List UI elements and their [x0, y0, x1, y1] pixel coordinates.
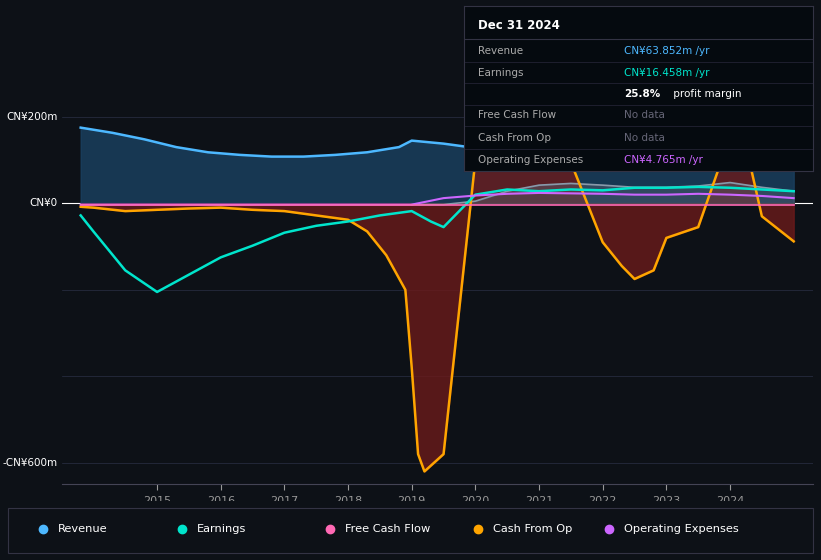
Bar	[8, 508, 813, 553]
Text: CN¥0: CN¥0	[30, 198, 57, 208]
Text: CN¥16.458m /yr: CN¥16.458m /yr	[624, 68, 710, 77]
Text: No data: No data	[624, 133, 665, 143]
Text: Earnings: Earnings	[197, 524, 246, 534]
Text: Earnings: Earnings	[478, 68, 523, 77]
Text: No data: No data	[624, 110, 665, 120]
Text: Operating Expenses: Operating Expenses	[478, 155, 583, 165]
Text: Cash From Op: Cash From Op	[493, 524, 572, 534]
Text: Cash From Op: Cash From Op	[478, 133, 551, 143]
Text: CN¥200m: CN¥200m	[7, 112, 57, 122]
Text: CN¥4.765m /yr: CN¥4.765m /yr	[624, 155, 704, 165]
Text: CN¥63.852m /yr: CN¥63.852m /yr	[624, 46, 710, 56]
Text: Free Cash Flow: Free Cash Flow	[478, 110, 556, 120]
Text: Revenue: Revenue	[478, 46, 523, 56]
Text: Revenue: Revenue	[57, 524, 107, 534]
Text: profit margin: profit margin	[670, 89, 741, 99]
Text: -CN¥600m: -CN¥600m	[2, 458, 57, 468]
Text: 25.8%: 25.8%	[624, 89, 661, 99]
Text: Dec 31 2024: Dec 31 2024	[478, 19, 560, 32]
Text: Operating Expenses: Operating Expenses	[624, 524, 739, 534]
Text: Free Cash Flow: Free Cash Flow	[345, 524, 430, 534]
